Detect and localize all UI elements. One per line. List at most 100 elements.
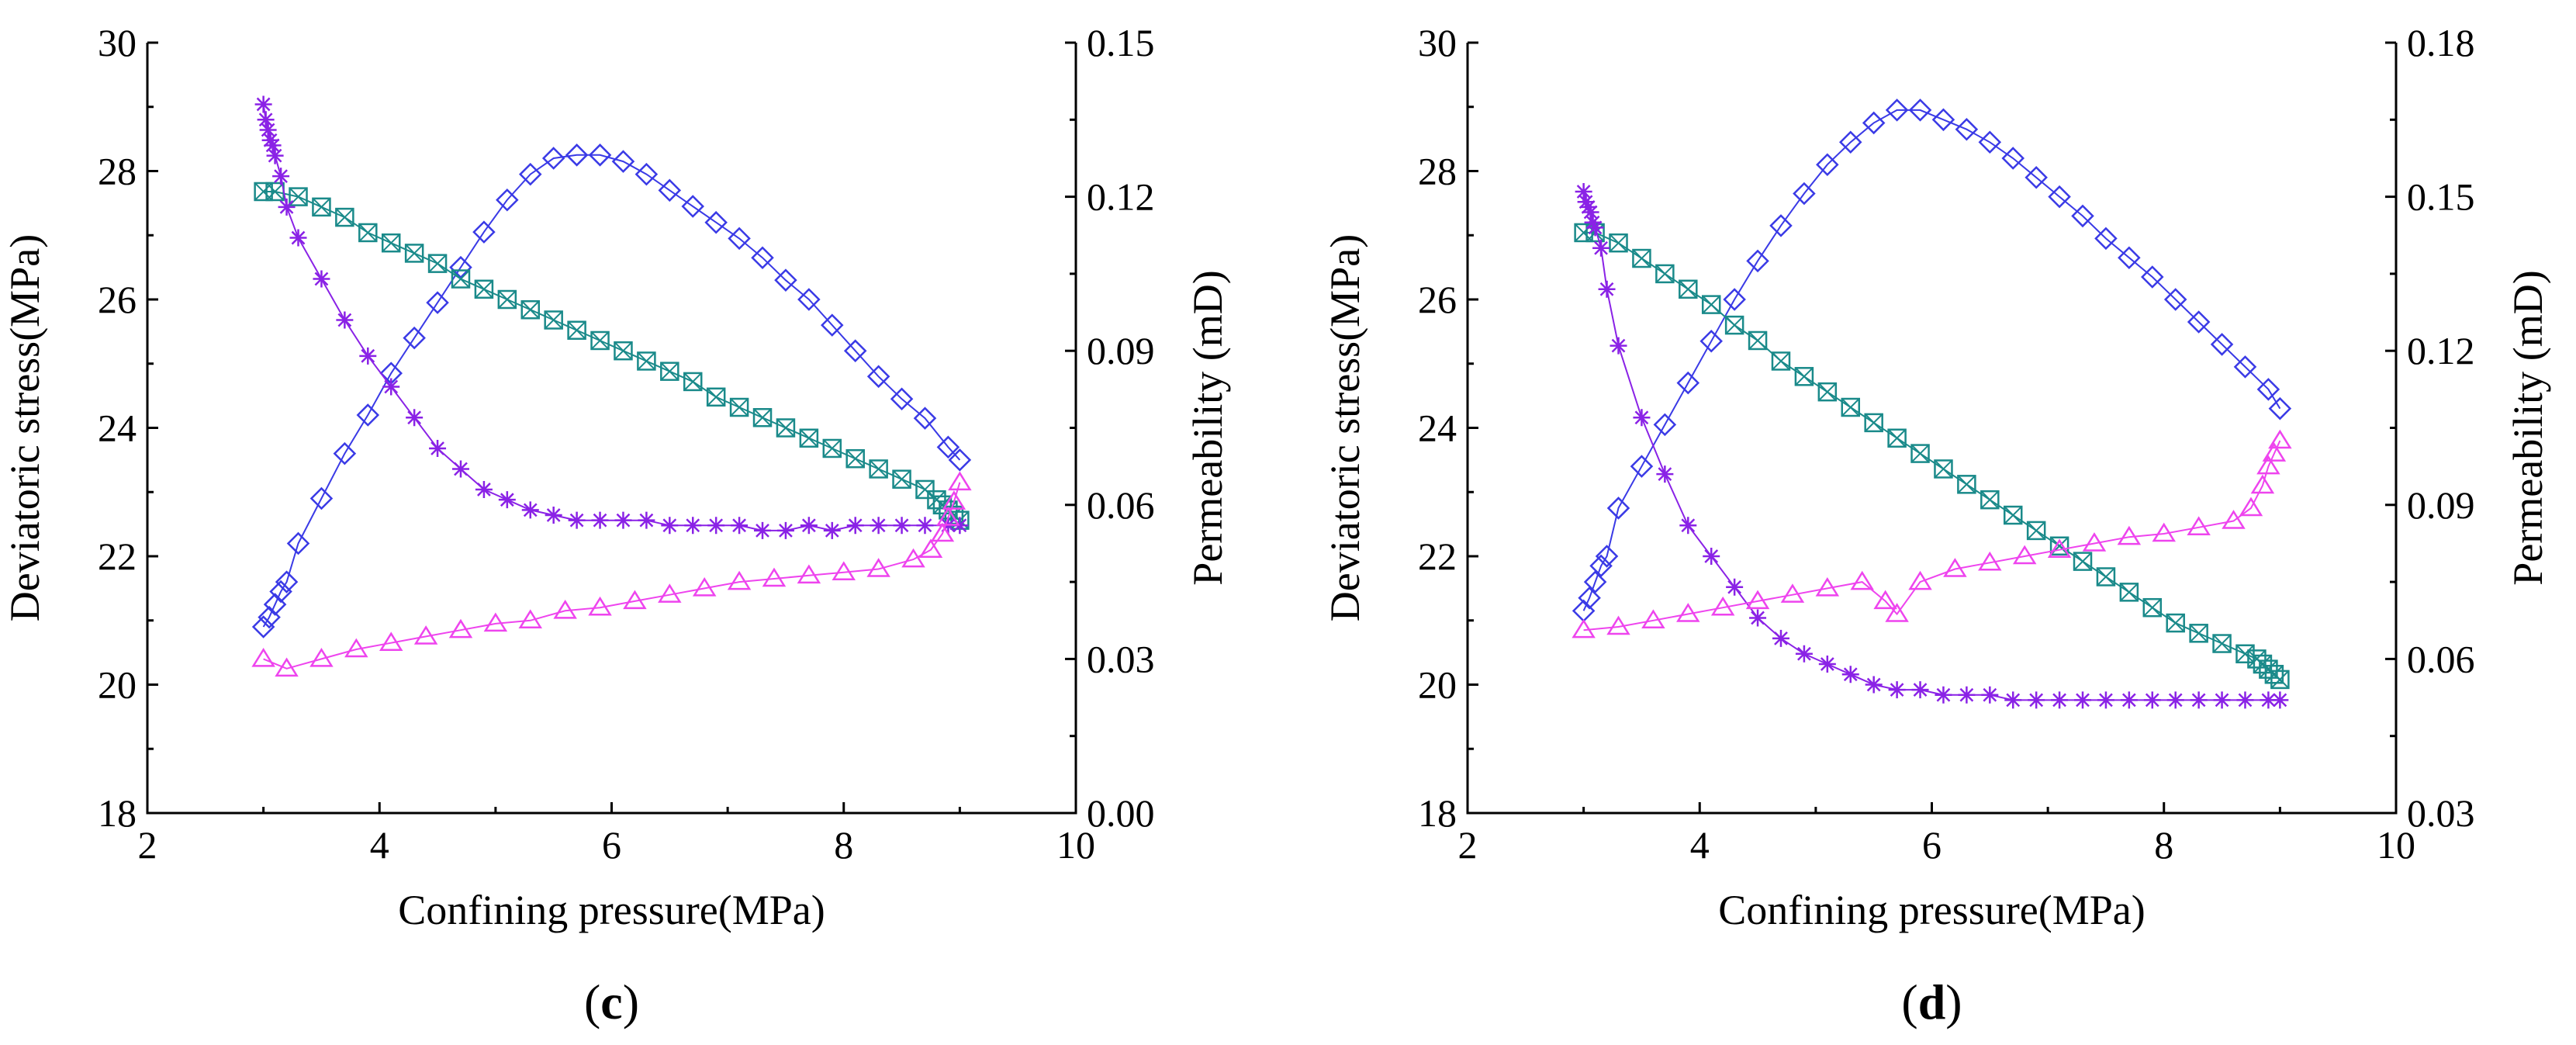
- data-point-square: [1934, 459, 1953, 479]
- data-point-triangle: [797, 564, 821, 584]
- y2-tick-label: 0.15: [2407, 175, 2475, 219]
- data-point-diamond: [2001, 147, 2025, 170]
- x-tick-label: 2: [138, 823, 157, 867]
- data-point-star: [521, 501, 539, 519]
- data-point-diamond: [704, 210, 728, 234]
- data-point-triangle: [623, 590, 647, 610]
- data-point-triangle: [2222, 510, 2246, 529]
- series-diamond: [1572, 99, 2292, 623]
- data-point-star: [776, 521, 794, 539]
- panel-label-letter: d: [1918, 974, 1946, 1029]
- data-point-diamond: [472, 220, 496, 244]
- data-point-square: [404, 244, 424, 263]
- data-point-diamond: [1769, 214, 1793, 237]
- data-point-triangle: [1710, 596, 1735, 616]
- data-point-triangle: [2262, 442, 2287, 462]
- data-point-triangle: [2187, 516, 2211, 536]
- data-point-diamond: [681, 195, 705, 218]
- data-point-square: [845, 448, 865, 469]
- series-star: [254, 95, 969, 539]
- chart-panel-d: 2 4 6 8 10182022242628300.030.060.090.120.15…: [1322, 21, 2551, 1029]
- data-point-square: [544, 310, 563, 330]
- data-point-star: [266, 147, 284, 164]
- y2-tick-label: 0.06: [2407, 637, 2475, 680]
- y2-tick-label: 0.00: [1087, 791, 1155, 835]
- data-point-diamond: [286, 531, 310, 555]
- y-tick-label: 22: [98, 535, 137, 578]
- data-point-star: [1726, 578, 1744, 596]
- data-point-star: [289, 229, 307, 247]
- data-point-square: [2189, 624, 2208, 643]
- data-point-triangle: [344, 638, 368, 658]
- data-point-star: [893, 517, 911, 535]
- y2-axis-label: Permeability (mD): [2505, 270, 2551, 585]
- data-point-star: [1656, 465, 1674, 483]
- data-point-star: [2120, 691, 2138, 709]
- data-point-square: [892, 469, 911, 489]
- data-point-square: [660, 362, 679, 381]
- y2-tick-label: 0.12: [2407, 329, 2475, 372]
- data-point-star: [2028, 691, 2045, 709]
- x-tick-label: 8: [834, 823, 853, 867]
- data-point-diamond: [269, 580, 292, 604]
- data-point-square: [2235, 644, 2255, 664]
- data-point-star: [475, 480, 493, 498]
- data-point-triangle: [2268, 429, 2292, 449]
- data-point-triangle: [658, 583, 682, 603]
- data-point-star: [1592, 239, 1610, 257]
- y2-tick-label: 0.12: [1087, 175, 1155, 219]
- y-tick-label: 28: [1418, 150, 1457, 193]
- data-point-square: [2212, 634, 2232, 653]
- data-point-triangle: [2250, 474, 2275, 494]
- series-square: [1574, 223, 2290, 690]
- data-point-triangle: [948, 471, 972, 491]
- data-point-triangle: [2239, 497, 2263, 517]
- data-point-triangle: [1641, 609, 1665, 628]
- data-point-diamond: [1908, 99, 1932, 122]
- y2-tick-label: 0.15: [1087, 21, 1155, 64]
- data-point-square: [729, 397, 749, 417]
- data-point-star: [916, 517, 934, 535]
- data-point-star: [1679, 517, 1697, 535]
- y2-tick-label: 0.09: [1087, 329, 1155, 372]
- data-point-diamond: [251, 615, 275, 638]
- data-point-diamond: [403, 326, 426, 350]
- data-point-square: [520, 299, 541, 320]
- data-point-square: [1817, 382, 1838, 402]
- data-point-triangle: [692, 577, 717, 597]
- chart-panel-c: 2 4 6 8 10182022242628300.000.030.060.090.12…: [2, 21, 1231, 1029]
- data-point-star: [800, 517, 818, 535]
- data-point-star: [1818, 656, 1836, 673]
- data-point-diamond: [1572, 599, 1596, 623]
- data-point-star: [823, 521, 841, 539]
- y-tick-label: 28: [98, 150, 137, 193]
- data-point-diamond: [890, 387, 914, 411]
- y-axis-label: Deviatoric stress(MPa): [2, 234, 48, 621]
- data-point-diamond: [1723, 288, 1746, 311]
- data-point-diamond: [843, 339, 867, 362]
- data-point-diamond: [611, 150, 635, 173]
- x-tick-label: 10: [1056, 823, 1095, 867]
- panel-label-letter: c: [600, 974, 622, 1029]
- data-point-star: [1579, 198, 1597, 216]
- data-point-square: [2003, 505, 2023, 525]
- data-point-star: [1981, 686, 1999, 704]
- data-point-triangle: [832, 561, 856, 580]
- data-point-square: [335, 207, 354, 227]
- y2-tick-label: 0.03: [2407, 791, 2475, 835]
- data-point-star: [254, 95, 272, 113]
- data-point-diamond: [1931, 108, 1955, 132]
- y-tick-label: 24: [98, 407, 137, 450]
- data-point-square: [637, 351, 656, 371]
- data-point-square: [427, 254, 448, 273]
- data-point-diamond: [1816, 153, 1839, 176]
- data-point-star: [568, 511, 586, 529]
- y2-tick-label: 0.18: [2407, 21, 2475, 64]
- y2-axis-label: Permeability (mD): [1184, 270, 1231, 585]
- data-point-diamond: [356, 403, 380, 427]
- data-point-diamond: [333, 441, 357, 465]
- panel-label: (d): [1901, 974, 1962, 1029]
- data-point-star: [1584, 213, 1602, 231]
- data-point-triangle: [1815, 577, 1840, 597]
- data-point-star: [1865, 676, 1883, 694]
